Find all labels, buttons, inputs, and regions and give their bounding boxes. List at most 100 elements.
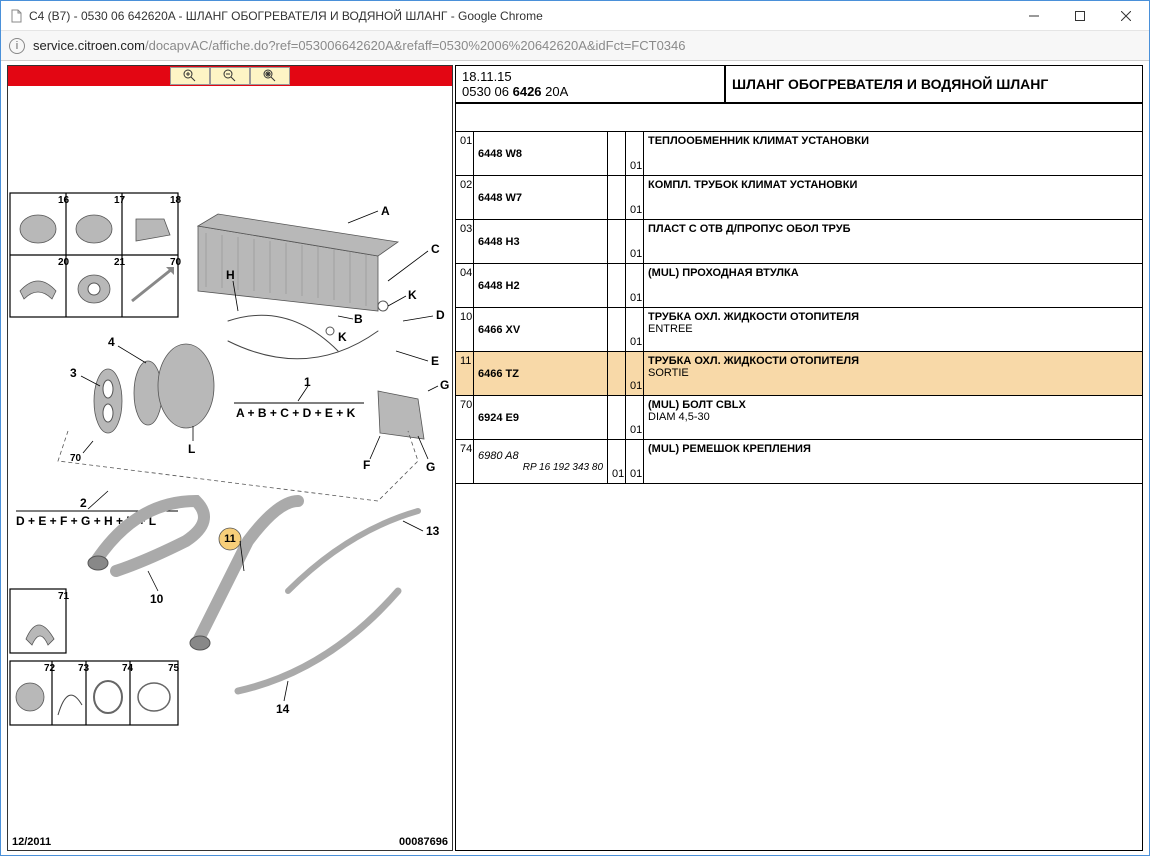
svg-text:4: 4 <box>108 335 115 349</box>
cell-desc: (MUL) ПРОХОДНАЯ ВТУЛКА <box>644 264 1142 307</box>
table-row[interactable]: 026448 W7 01КОМПЛ. ТРУБОК КЛИМАТ УСТАНОВК… <box>456 176 1142 220</box>
svg-text:17: 17 <box>114 195 126 206</box>
cell-ref: 6448 H2 <box>474 264 608 307</box>
cell-q1 <box>608 176 626 219</box>
address-bar[interactable]: i service.citroen.com/docapvAC/affiche.d… <box>1 31 1149 61</box>
zoom-fit-icon <box>263 69 277 83</box>
svg-text:20: 20 <box>58 257 70 268</box>
svg-text:13: 13 <box>426 524 440 538</box>
formula-1: 1 A + B + C + D + E + K <box>234 375 364 420</box>
zoom-out-icon <box>223 69 237 83</box>
zoom-out-button[interactable] <box>210 67 250 85</box>
table-row[interactable]: 016448 W801ТЕПЛООБМЕННИК КЛИМАТ УСТАНОВК… <box>456 132 1142 176</box>
svg-text:F: F <box>363 458 370 472</box>
cell-q2: 01 <box>626 440 644 483</box>
cell-pos: 02 <box>456 176 474 219</box>
svg-text:73: 73 <box>78 663 90 674</box>
cell-ref: 6924 E9 <box>474 396 608 439</box>
diagram-body[interactable]: 16 17 18 20 21 70 <box>8 86 452 836</box>
cell-q2: 01 <box>626 352 644 395</box>
diagram-id: 00087696 <box>399 836 448 848</box>
diagram-toolbar <box>8 66 452 86</box>
bracket: F G G <box>363 378 449 474</box>
svg-text:16: 16 <box>58 195 70 206</box>
svg-text:74: 74 <box>122 663 134 674</box>
diagram-pane: 16 17 18 20 21 70 <box>7 65 453 851</box>
svg-text:A + B + C + D + E + K: A + B + C + D + E + K <box>236 406 356 420</box>
cell-pos: 74 <box>456 440 474 483</box>
cell-ref: 6466 TZ <box>474 352 608 395</box>
cell-desc: (MUL) РЕМЕШОК КРЕПЛЕНИЯ <box>644 440 1142 483</box>
svg-text:21: 21 <box>114 257 126 268</box>
cell-desc: ТРУБКА ОХЛ. ЖИДКОСТИ ОТОПИТЕЛЯSORTIE <box>644 352 1142 395</box>
close-button[interactable] <box>1103 1 1149 31</box>
svg-text:72: 72 <box>44 663 56 674</box>
thumb-grid-top: 16 17 18 20 21 70 <box>10 193 182 317</box>
svg-text:L: L <box>188 442 195 456</box>
svg-text:11: 11 <box>224 533 236 545</box>
svg-text:G: G <box>426 460 435 474</box>
maximize-icon <box>1075 11 1085 21</box>
hose-14: 14 <box>238 591 398 716</box>
parts-diagram: 16 17 18 20 21 70 <box>8 86 452 836</box>
parts-table-pane: 18.11.15 0530 06 6426 20A ШЛАНГ ОБОГРЕВА… <box>455 65 1143 851</box>
cell-desc: ТЕПЛООБМЕННИК КЛИМАТ УСТАНОВКИ <box>644 132 1142 175</box>
table-row[interactable]: 036448 H301ПЛАСТ С ОТВ Д/ПРОПУС ОБОЛ ТРУ… <box>456 220 1142 264</box>
minimize-icon <box>1029 11 1039 21</box>
cell-q2: 01 <box>626 396 644 439</box>
cell-q1 <box>608 396 626 439</box>
svg-text:B: B <box>354 312 363 326</box>
cell-q1 <box>608 264 626 307</box>
cell-desc: КОМПЛ. ТРУБОК КЛИМАТ УСТАНОВКИ <box>644 176 1142 219</box>
page-icon <box>9 9 23 23</box>
url-host: service.citroen.com <box>33 38 145 53</box>
cell-q1 <box>608 352 626 395</box>
svg-text:71: 71 <box>58 591 70 602</box>
plates: 3 4 L 70 <box>70 335 214 464</box>
cell-pos: 04 <box>456 264 474 307</box>
header-ref: 0530 06 6426 20A <box>462 84 718 99</box>
site-info-icon[interactable]: i <box>9 38 25 54</box>
table-row[interactable]: 046448 H201(MUL) ПРОХОДНАЯ ВТУЛКА <box>456 264 1142 308</box>
cell-pos: 03 <box>456 220 474 263</box>
table-header: 18.11.15 0530 06 6426 20A ШЛАНГ ОБОГРЕВА… <box>456 66 1142 104</box>
cell-pos: 70 <box>456 396 474 439</box>
svg-text:C: C <box>431 242 440 256</box>
maximize-button[interactable] <box>1057 1 1103 31</box>
cell-desc: ПЛАСТ С ОТВ Д/ПРОПУС ОБОЛ ТРУБ <box>644 220 1142 263</box>
svg-text:70: 70 <box>170 257 182 268</box>
svg-text:D: D <box>436 308 445 322</box>
table-row[interactable]: 106466 XV01ТРУБКА ОХЛ. ЖИДКОСТИ ОТОПИТЕЛ… <box>456 308 1142 352</box>
page-content: 16 17 18 20 21 70 <box>1 61 1149 855</box>
cell-ref: 6448 W8 <box>474 132 608 175</box>
table-spacer <box>456 104 1142 132</box>
cell-q1: 01 <box>608 440 626 483</box>
svg-text:K: K <box>408 288 417 302</box>
table-row[interactable]: 116466 TZ01ТРУБКА ОХЛ. ЖИДКОСТИ ОТОПИТЕЛ… <box>456 352 1142 396</box>
cell-desc: (MUL) БОЛТ CBLXDIAM 4,5-30 <box>644 396 1142 439</box>
window-title: C4 (B7) - 0530 06 642620A - ШЛАНГ ОБОГРЕ… <box>29 9 1011 23</box>
svg-text:A: A <box>381 204 390 218</box>
cell-q2: 01 <box>626 132 644 175</box>
svg-text:K: K <box>338 330 347 344</box>
cell-pos: 01 <box>456 132 474 175</box>
table-header-title: ШЛАНГ ОБОГРЕВАТЕЛЯ И ВОДЯНОЙ ШЛАНГ <box>726 66 1142 102</box>
cell-q2: 01 <box>626 308 644 351</box>
zoom-in-button[interactable] <box>170 67 210 85</box>
cell-ref: 6448 W7 <box>474 176 608 219</box>
table-row[interactable]: 746980 A8RP 16 192 343 800101(MUL) РЕМЕШ… <box>456 440 1142 484</box>
cell-q2: 01 <box>626 176 644 219</box>
table-header-left: 18.11.15 0530 06 6426 20A <box>456 66 726 102</box>
svg-text:E: E <box>431 354 439 368</box>
table-row[interactable]: 706924 E9 01(MUL) БОЛТ CBLXDIAM 4,5-30 <box>456 396 1142 440</box>
cell-q2: 01 <box>626 220 644 263</box>
svg-text:18: 18 <box>170 195 182 206</box>
svg-text:H: H <box>226 268 235 282</box>
zoom-fit-button[interactable] <box>250 67 290 85</box>
cell-q1 <box>608 132 626 175</box>
svg-text:G: G <box>440 378 449 392</box>
window-titlebar: C4 (B7) - 0530 06 642620A - ШЛАНГ ОБОГРЕ… <box>1 1 1149 31</box>
minimize-button[interactable] <box>1011 1 1057 31</box>
hose-13: 13 <box>288 511 440 591</box>
url-path: /docapvAC/affiche.do?ref=053006642620A&r… <box>145 38 686 53</box>
